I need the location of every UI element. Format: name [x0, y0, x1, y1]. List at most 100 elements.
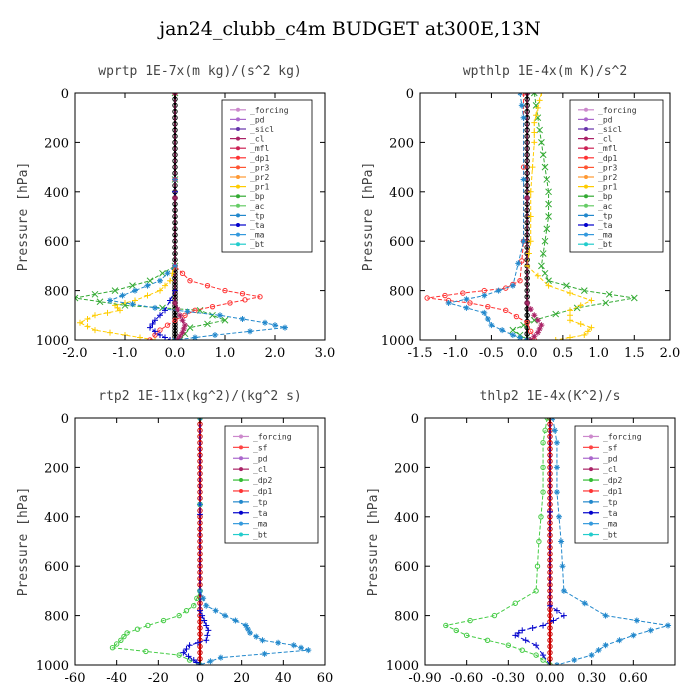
data-point	[75, 294, 79, 302]
series-line-tp	[448, 93, 528, 340]
legend-entry: _cl	[603, 465, 618, 474]
data-point	[552, 310, 560, 318]
data-point	[197, 649, 203, 656]
data-point	[550, 617, 557, 624]
data-point	[463, 296, 470, 303]
data-point	[157, 287, 163, 294]
data-point	[534, 104, 541, 111]
data-point	[176, 612, 182, 619]
data-point	[499, 327, 506, 334]
data-point	[143, 648, 149, 655]
data-point	[531, 119, 538, 126]
data-point	[540, 440, 546, 446]
data-point	[177, 312, 183, 319]
data-point	[172, 317, 178, 323]
data-point	[239, 290, 246, 297]
legend-marker	[584, 107, 588, 112]
data-point	[519, 627, 526, 634]
legend-marker	[589, 434, 593, 439]
data-point	[200, 595, 207, 602]
legend-entry: _ac	[598, 202, 613, 211]
y-tick-label: 800	[44, 285, 69, 300]
legend-marker	[236, 155, 240, 160]
data-point	[92, 312, 98, 319]
legend-marker	[236, 194, 240, 199]
data-point	[547, 483, 553, 489]
data-point	[77, 319, 83, 326]
data-point	[580, 287, 588, 294]
data-point	[605, 290, 613, 298]
data-point	[197, 511, 203, 518]
data-point	[538, 93, 545, 96]
data-point	[183, 645, 190, 652]
data-point	[602, 612, 609, 619]
data-point	[197, 489, 203, 495]
data-point	[113, 641, 120, 647]
data-point	[531, 129, 538, 136]
data-point	[527, 238, 534, 245]
y-tick-label: 800	[389, 285, 414, 300]
legend-marker	[236, 127, 240, 131]
legend-entry: _pr3	[598, 163, 617, 172]
data-point	[647, 627, 654, 634]
data-point	[485, 303, 491, 310]
data-point	[172, 328, 178, 334]
y-tick-label: 200	[44, 461, 69, 476]
legend-marker	[239, 488, 243, 493]
page-title: jan24_clubb_c4m BUDGET at300E,13N	[159, 18, 541, 40]
chart-panel-3: rtp2 1E-11x(kg^2)/(kg^2 s) Pressure [hPa]…	[16, 389, 333, 686]
data-point	[119, 292, 126, 299]
data-point	[179, 329, 186, 336]
y-tick-label: 200	[394, 461, 419, 476]
x-tick-label: 1.5	[624, 346, 645, 361]
data-point	[524, 320, 530, 326]
x-tick-label: -20	[148, 671, 169, 686]
series-line-tp	[108, 93, 286, 340]
data-point	[247, 328, 253, 335]
data-point	[584, 328, 591, 335]
legend-entry: _pd	[253, 454, 268, 463]
data-point	[540, 464, 546, 471]
data-point	[547, 612, 553, 619]
data-point	[203, 622, 210, 629]
y-axis-label: Pressure [hPa]	[366, 487, 381, 597]
data-point	[541, 163, 549, 171]
data-point	[172, 158, 178, 164]
data-point	[185, 653, 192, 660]
data-point	[197, 483, 203, 489]
data-point	[519, 258, 525, 264]
data-point	[509, 326, 517, 334]
legend: _forcing_pd_sicl_cl_mfl_dp1_pr3_pr2_pr1_…	[569, 99, 664, 253]
data-point	[539, 151, 547, 159]
data-point	[217, 312, 223, 319]
legend-entry: _forcing	[250, 106, 289, 115]
legend-entry: _bt	[253, 531, 268, 540]
series-line-ta	[514, 418, 565, 665]
legend-entry: _cl	[598, 135, 613, 144]
data-point	[545, 213, 552, 220]
data-point	[467, 617, 473, 624]
x-tick-label: -60	[65, 671, 86, 686]
data-point	[152, 337, 158, 340]
data-point	[541, 237, 549, 245]
data-point	[602, 299, 610, 307]
data-point	[533, 112, 540, 119]
data-point	[107, 329, 113, 336]
data-point	[104, 309, 111, 316]
data-point	[162, 307, 168, 314]
data-point	[538, 514, 544, 520]
data-point	[424, 295, 430, 301]
data-point	[204, 282, 211, 289]
data-point	[531, 333, 538, 340]
data-point	[560, 587, 567, 594]
legend-marker	[236, 184, 240, 189]
legend-marker	[584, 223, 588, 227]
legend-marker	[584, 232, 588, 237]
legend-marker	[589, 521, 593, 526]
data-point	[539, 250, 547, 257]
legend-entry: _mfl	[598, 144, 617, 153]
data-point	[630, 294, 638, 302]
data-point	[172, 194, 178, 201]
chart-title: rtp2 1E-11x(kg^2)/(kg^2 s)	[98, 389, 302, 404]
